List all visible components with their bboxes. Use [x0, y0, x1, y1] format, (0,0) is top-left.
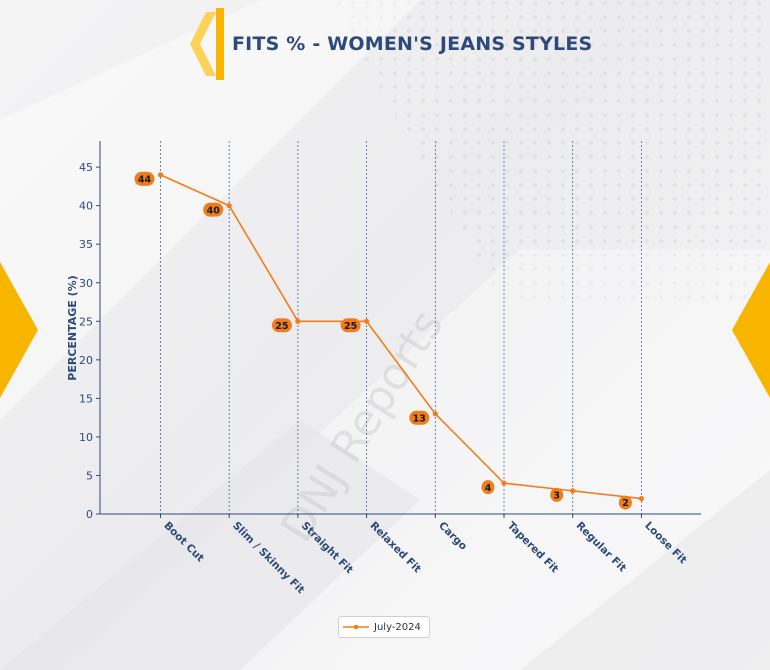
y-tick-label: 0	[86, 508, 93, 521]
data-label-badge	[550, 487, 564, 502]
title-chevron-icon	[190, 8, 224, 80]
y-tick-label: 5	[86, 469, 93, 482]
data-point	[364, 318, 370, 324]
x-tick-label: Tapered Fit	[505, 520, 561, 576]
data-label-badge	[340, 318, 361, 333]
data-point	[501, 480, 507, 486]
data-label-badge	[203, 202, 224, 217]
data-label: 25	[344, 321, 357, 332]
legend-line-marker	[343, 624, 369, 630]
data-point	[226, 203, 232, 209]
data-point	[432, 411, 438, 417]
data-label: 40	[207, 205, 221, 216]
y-tick-label: 25	[79, 315, 93, 328]
y-tick-label: 30	[79, 277, 93, 290]
series-line	[160, 174, 642, 500]
y-tick-label: 35	[79, 238, 93, 251]
series	[157, 172, 645, 502]
data-label: 2	[622, 498, 629, 509]
data-label-badge	[271, 318, 292, 333]
page-title: FITS % - WOMEN'S JEANS STYLES	[232, 33, 593, 55]
data-label: 4	[485, 483, 492, 494]
watermark-text: DNJ Reports	[271, 301, 453, 551]
legend: July-2024	[338, 616, 430, 638]
data-label-badge	[481, 480, 495, 495]
data-point	[570, 488, 576, 494]
y-tick-label: 15	[79, 392, 93, 405]
data-label-badge	[618, 495, 632, 510]
x-tick-label: Boot Cut	[161, 520, 206, 565]
data-label-badge	[134, 171, 155, 186]
y-tick-label: 40	[79, 200, 93, 213]
y-axis-label: PERCENTAGE (%)	[66, 275, 79, 380]
data-label-badge	[409, 410, 430, 425]
y-tick-label: 10	[79, 431, 93, 444]
x-tick-label: Relaxed Fit	[367, 520, 423, 576]
title-block: FITS % - WOMEN'S JEANS STYLES	[188, 8, 592, 80]
data-label: 44	[138, 174, 152, 185]
y-tick-label: 45	[79, 161, 93, 174]
data-label: 25	[275, 321, 288, 332]
data-label: 3	[553, 490, 560, 501]
x-tick-label: Cargo	[436, 520, 469, 553]
x-tick-label: Regular Fit	[574, 520, 629, 575]
data-point	[157, 172, 164, 178]
y-tick-label: 20	[79, 354, 93, 367]
legend-label: July-2024	[374, 621, 421, 633]
data-point	[295, 318, 301, 324]
x-tick-label: Loose Fit	[642, 520, 689, 567]
data-labels: 44 40 25 25 13 4 3 2	[134, 171, 632, 510]
data-label: 13	[413, 413, 426, 424]
data-point	[638, 495, 645, 502]
